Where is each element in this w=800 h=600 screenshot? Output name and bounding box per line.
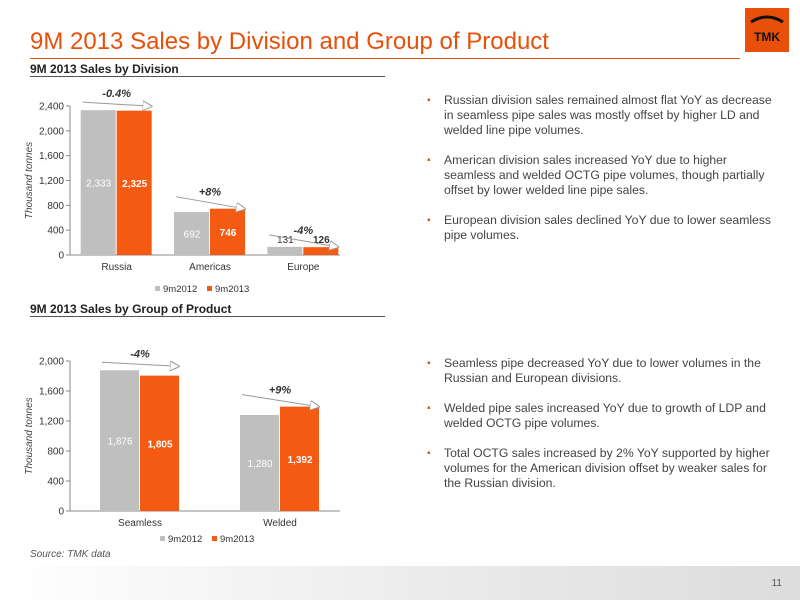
bullet-marker-icon: ▪ <box>427 403 431 414</box>
page-number: 11 <box>771 578 782 589</box>
legend-swatch <box>160 536 165 541</box>
bullet-text: Total OCTG sales increased by 2% YoY sup… <box>444 446 770 490</box>
y-tick-label: 1,200 <box>39 417 64 428</box>
data-label: 131 <box>277 235 294 246</box>
y-tick-label: 0 <box>58 251 64 262</box>
bullet-marker-icon: ▪ <box>427 215 431 226</box>
x-tick-label: Russia <box>101 262 132 273</box>
change-arrow-icon <box>82 102 151 106</box>
footer-band <box>0 566 800 600</box>
bar-9m2013 <box>140 375 179 511</box>
bullet-marker-icon: ▪ <box>427 358 431 369</box>
x-tick-label: Americas <box>189 262 231 273</box>
bullet-item: ▪ Welded pipe sales increased YoY due to … <box>427 401 777 431</box>
bar-9m2013 <box>280 406 319 511</box>
bullet-marker-icon: ▪ <box>427 95 431 106</box>
x-tick-label: Seamless <box>118 518 162 529</box>
product-commentary: ▪ Seamless pipe decreased YoY due to lowe… <box>427 356 777 506</box>
product-section-rule <box>30 316 385 317</box>
bullet-item: ▪ Russian division sales remained almost … <box>427 93 777 138</box>
bar-9m2012 <box>240 415 279 511</box>
division-commentary: ▪ Russian division sales remained almost … <box>427 93 777 258</box>
change-annotation: -4% <box>294 225 314 237</box>
change-annotation: -0.4% <box>102 88 131 100</box>
data-label: 1,392 <box>287 455 312 466</box>
y-tick-label: 1,200 <box>39 176 64 187</box>
bar-9m2012 <box>100 370 139 511</box>
bar-9m2012 <box>267 246 303 255</box>
y-axis-label: Thousand tonnes <box>24 397 35 474</box>
legend-label: 9m2013 <box>215 284 249 295</box>
y-tick-label: 2,400 <box>39 102 64 113</box>
tmk-logo: TMK <box>745 8 789 52</box>
bullet-marker-icon: ▪ <box>427 155 431 166</box>
change-annotation: +9% <box>269 385 292 397</box>
y-axis-label: Thousand tonnes <box>24 142 35 219</box>
legend-swatch <box>155 286 160 291</box>
y-tick-label: 1,600 <box>39 387 64 398</box>
bullet-marker-icon: ▪ <box>427 448 431 459</box>
change-annotation: -4% <box>130 348 150 360</box>
x-tick-label: Welded <box>263 518 297 529</box>
product-section-title: 9M 2013 Sales by Group of Product <box>30 302 232 316</box>
y-tick-label: 1,600 <box>39 151 64 162</box>
legend-swatch <box>212 536 217 541</box>
bullet-text: Welded pipe sales increased YoY due to g… <box>444 401 766 430</box>
svg-text:TMK: TMK <box>754 30 780 44</box>
data-label: 1,876 <box>107 437 132 448</box>
y-tick-label: 800 <box>47 201 64 212</box>
division-chart-svg: Thousand tonnes 0 400 800 1,200 1,600 2,000 2,4… <box>24 88 350 295</box>
bullet-text: Russian division sales remained almost f… <box>444 93 772 137</box>
bar-9m2013 <box>303 247 339 255</box>
data-label: 692 <box>184 230 201 241</box>
bar-9m2012 <box>80 110 116 256</box>
bullet-text: Seamless pipe decreased YoY due to lower… <box>444 356 761 385</box>
legend-label: 9m2012 <box>163 284 197 295</box>
change-arrow-icon <box>269 234 337 247</box>
x-tick-label: Europe <box>287 262 320 273</box>
title-divider <box>30 58 740 59</box>
division-section-title: 9M 2013 Sales by Division <box>30 62 179 76</box>
bullet-text: American division sales increased YoY du… <box>444 153 765 197</box>
legend-label: 9m2013 <box>220 534 254 545</box>
data-label: 2,333 <box>86 179 111 190</box>
y-tick-label: 400 <box>47 477 64 488</box>
product-chart-svg: Thousand tonnes 0 400 800 1,200 1,600 2,000 Sea… <box>24 348 350 545</box>
y-tick-label: 0 <box>58 507 64 518</box>
bullet-item: ▪ American division sales increased YoY d… <box>427 153 777 198</box>
change-arrow-icon <box>241 394 318 407</box>
y-tick-label: 2,000 <box>39 126 64 137</box>
page-title: 9M 2013 Sales by Division and Group of P… <box>30 28 549 55</box>
division-chart: Thousand tonnes 0 400 800 1,200 1,600 2,000 2,4… <box>20 80 350 300</box>
data-label: 1,805 <box>147 439 172 450</box>
source-note: Source: TMK data <box>30 549 111 560</box>
product-chart: Thousand tonnes 0 400 800 1,200 1,600 2,000 Sea… <box>20 335 350 550</box>
y-tick-label: 400 <box>47 226 64 237</box>
legend-swatch <box>207 286 212 291</box>
bullet-item: ▪ Seamless pipe decreased YoY due to lowe… <box>427 356 777 386</box>
y-tick-label: 800 <box>47 447 64 458</box>
bullet-item: ▪ European division sales declined YoY du… <box>427 213 777 243</box>
change-arrow-icon <box>101 362 178 366</box>
change-annotation: +8% <box>199 187 222 199</box>
data-label: 126 <box>313 235 330 246</box>
bar-9m2013 <box>116 110 152 255</box>
bar-9m2012 <box>174 212 209 255</box>
data-label: 1,280 <box>247 459 272 470</box>
bullet-text: European division sales declined YoY due… <box>444 213 772 242</box>
legend-label: 9m2012 <box>168 534 202 545</box>
data-label: 2,325 <box>122 179 147 190</box>
data-label: 746 <box>220 228 237 239</box>
division-section-rule <box>30 76 385 77</box>
bar-9m2013 <box>210 208 245 255</box>
y-tick-label: 2,000 <box>39 357 64 368</box>
change-arrow-icon <box>175 196 244 209</box>
bullet-item: ▪ Total OCTG sales increased by 2% YoY su… <box>427 446 777 491</box>
